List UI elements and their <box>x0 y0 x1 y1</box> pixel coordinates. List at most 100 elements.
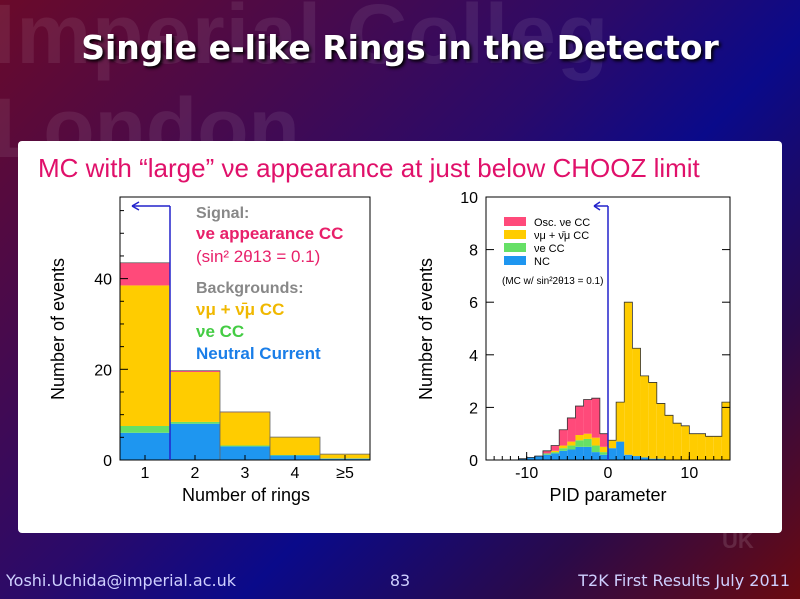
xtick-label: 10 <box>680 465 698 482</box>
hist-nue_cc-8 <box>551 452 559 453</box>
hist-nue_cc-13 <box>592 446 600 453</box>
bar-numu_cc-0 <box>120 285 170 426</box>
xtick-label: ≥5 <box>336 465 354 482</box>
bar-nue_cc-2 <box>220 445 270 446</box>
xtick-label: 2 <box>191 465 200 482</box>
right-legend: Osc. νe CC νμ + ν̄μ CC νe CC NC (MC w/ s… <box>502 217 603 287</box>
hist-numu_cc-29 <box>722 402 730 460</box>
hist-nue_cc-7 <box>543 453 551 454</box>
hist-nc-6 <box>535 456 543 460</box>
bar-numu_cc-1 <box>170 372 220 422</box>
legend-osc-label: Osc. νe CC <box>534 217 590 229</box>
hist-numu_cc-10 <box>567 442 575 446</box>
bar-nue_cc-0 <box>120 426 170 433</box>
hist-nue_cc-9 <box>559 448 567 451</box>
legend-nue-label-right: νe CC <box>534 243 565 255</box>
legend-numu-swatch <box>504 230 526 239</box>
left-xlabel: Number of rings <box>182 485 310 505</box>
slide-title: Single e-like Rings in the Detector <box>0 28 800 67</box>
hist-numu_cc-23 <box>673 423 681 460</box>
bar-nc-1 <box>170 424 220 460</box>
hist-nc-14 <box>600 455 608 460</box>
ytick-label: 10 <box>460 190 478 207</box>
hist-numu_cc-28 <box>714 436 722 460</box>
hist-numu_cc-25 <box>689 434 697 460</box>
bar-numu_cc-3 <box>270 437 320 455</box>
hist-numu_cc-15 <box>608 440 616 448</box>
hist-nc-13 <box>592 452 600 460</box>
left-ylabel: Number of events <box>48 258 68 400</box>
hist-numu_cc-16 <box>616 402 624 441</box>
ytick-label: 6 <box>469 295 478 312</box>
hist-numu_cc-19 <box>641 376 649 458</box>
hist-numu_cc-20 <box>649 382 657 458</box>
hist-nc-16 <box>616 442 624 460</box>
ytick-label: 8 <box>469 243 478 260</box>
hist-nc-18 <box>632 456 640 460</box>
hist-numu_cc-21 <box>657 403 665 458</box>
legend-note: (MC w/ sin²2θ13 = 0.1) <box>502 276 603 287</box>
hist-nc-11 <box>575 447 583 460</box>
legend-nc-swatch <box>504 256 526 265</box>
content-panel: MC with “large” νe appearance at just be… <box>18 141 782 533</box>
hist-signal-14 <box>600 434 608 447</box>
rings-chart: 1 2 3 4 ≥5 0 20 40 Number of events Number of r… <box>36 185 396 515</box>
hist-signal-8 <box>551 446 559 451</box>
hist-signal-12 <box>584 400 592 434</box>
hist-nc-9 <box>559 451 567 460</box>
xtick-label: 3 <box>241 465 250 482</box>
xtick-label: 1 <box>141 465 150 482</box>
bar-numu_cc-2 <box>220 412 270 445</box>
hist-signal-10 <box>567 418 575 442</box>
hist-nue_cc-10 <box>567 446 575 450</box>
hist-signal-9 <box>559 430 567 446</box>
hist-nc-10 <box>567 449 575 460</box>
hist-numu_cc-14 <box>600 447 608 452</box>
xtick-label: 0 <box>604 465 613 482</box>
left-legend: Signal: νe appearance CC (sin² 2θ13 = 0.… <box>196 205 343 363</box>
hist-numu_cc-8 <box>551 451 559 452</box>
footer-event: T2K First Results July 2011 <box>578 571 790 590</box>
legend-numu-label: νμ + ν̄μ CC <box>196 300 284 319</box>
legend-signal-label: νe appearance CC <box>196 224 343 243</box>
legend-signal-heading: Signal: <box>196 205 249 222</box>
legend-nue-swatch <box>504 243 526 252</box>
legend-numu-label-right: νμ + ν̄μ CC <box>534 230 589 242</box>
hist-numu_cc-22 <box>665 415 673 460</box>
bar-nue_cc-1 <box>170 422 220 424</box>
hist-nc-7 <box>543 455 551 460</box>
hist-nue_cc-14 <box>600 452 608 455</box>
hist-nc-17 <box>624 455 632 460</box>
legend-backgrounds-heading: Backgrounds: <box>196 280 304 297</box>
hist-nc-15 <box>608 448 616 460</box>
slide-subtitle: MC with “large” νe appearance at just be… <box>38 153 700 184</box>
hist-numu_cc-9 <box>559 446 567 449</box>
hist-nue_cc-11 <box>575 440 583 447</box>
ytick-label: 4 <box>469 348 478 365</box>
hist-numu_cc-27 <box>706 436 714 460</box>
bar-signal-0 <box>120 263 170 286</box>
hist-nc-12 <box>584 447 592 460</box>
pid-chart: -10 0 10 0 2 4 6 8 10 Number of events PID param… <box>410 185 780 515</box>
hist-numu_cc-26 <box>697 434 705 460</box>
hist-numu_cc-11 <box>575 435 583 440</box>
legend-signal-formula: (sin² 2θ13 = 0.1) <box>196 247 320 266</box>
hist-signal-11 <box>575 406 583 435</box>
ytick-label: 0 <box>469 453 478 470</box>
hist-signal-13 <box>592 398 600 437</box>
hist-numu_cc-17 <box>624 302 632 455</box>
ytick-label: 20 <box>94 362 112 379</box>
legend-nc-label-right: NC <box>534 256 550 268</box>
xtick-label: -10 <box>515 465 538 482</box>
ytick-label: 40 <box>94 272 112 289</box>
hist-numu_cc-12 <box>584 434 592 439</box>
hist-numu_cc-24 <box>681 426 689 460</box>
legend-osc-swatch <box>504 217 526 226</box>
hist-numu_cc-13 <box>592 438 600 446</box>
ytick-label: 2 <box>469 400 478 417</box>
legend-nue-label: νe CC <box>196 322 244 341</box>
xtick-label: 4 <box>291 465 300 482</box>
legend-nc-label: Neutral Current <box>196 344 321 363</box>
right-xlabel: PID parameter <box>549 485 666 505</box>
hist-nc-8 <box>551 453 559 460</box>
